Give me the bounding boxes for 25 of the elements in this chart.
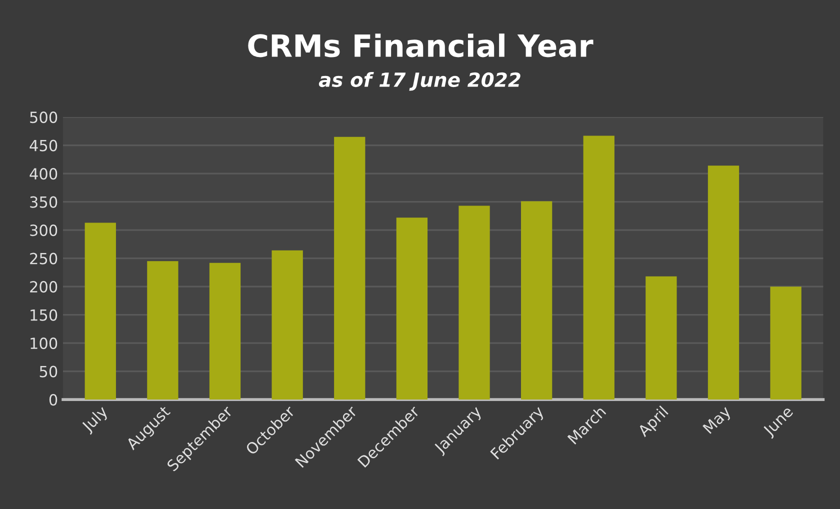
bar bbox=[708, 166, 740, 400]
y-tick-label: 200 bbox=[30, 281, 58, 293]
bar bbox=[84, 222, 116, 400]
y-tick-label: 300 bbox=[30, 224, 58, 236]
bar bbox=[770, 286, 802, 400]
y-tick-label: 450 bbox=[30, 140, 58, 152]
y-tick-label: 400 bbox=[30, 168, 58, 180]
bar bbox=[396, 218, 428, 400]
bar bbox=[646, 276, 677, 400]
bar bbox=[272, 250, 303, 400]
bar bbox=[583, 136, 614, 400]
chart-title: CRMs Financial Year bbox=[248, 34, 594, 58]
y-tick-label: 150 bbox=[30, 309, 58, 321]
bar bbox=[458, 206, 490, 400]
chart-subtitle: as of 17 June 2022 bbox=[318, 72, 520, 91]
bar bbox=[147, 261, 178, 400]
y-tick-label: 250 bbox=[30, 252, 58, 264]
bar bbox=[334, 136, 366, 400]
y-tick-label: 0 bbox=[49, 394, 58, 406]
y-tick-label: 50 bbox=[40, 366, 58, 378]
y-tick-label: 350 bbox=[30, 196, 58, 208]
y-tick-label: 500 bbox=[30, 112, 58, 124]
bar bbox=[520, 201, 552, 400]
y-tick-label: 100 bbox=[30, 338, 58, 350]
bar bbox=[209, 262, 241, 400]
